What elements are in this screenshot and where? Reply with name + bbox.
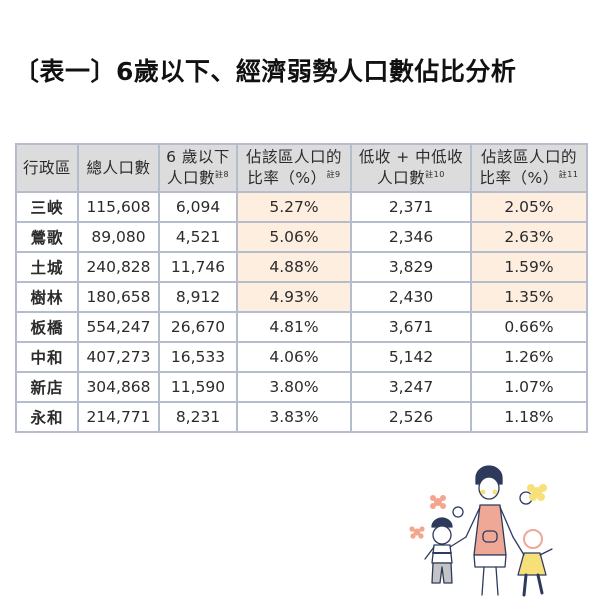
under6-population-cell: 8,912: [158, 281, 238, 313]
header-label: 總人口數: [86, 158, 151, 177]
table-row: 新店 304,868 11,590 3.80% 3,247 1.07%: [15, 371, 588, 403]
low-income-population-cell: 3,247: [350, 371, 472, 403]
header-low-income-population: 低收 + 中低收人口數註10: [350, 143, 472, 193]
header-total-population: 總人口數: [77, 143, 160, 193]
under6-ratio-cell: 3.80%: [236, 371, 352, 403]
under6-ratio-cell: 5.06%: [236, 221, 352, 253]
under6-ratio-cell: 4.06%: [236, 341, 352, 373]
low-income-ratio-cell: 1.26%: [470, 341, 588, 373]
header-label: 低收 + 中低收: [358, 148, 464, 166]
footnote-ref: 註9: [326, 170, 341, 179]
table-header-row: 行政區 總人口數 6 歲以下 人口數註8 佔該區人口的 比率（%）註9 低收 + 中…: [15, 143, 588, 193]
total-population-cell: 554,247: [77, 311, 160, 343]
under6-population-cell: 16,533: [158, 341, 238, 373]
low-income-population-cell: 3,829: [350, 251, 472, 283]
mother-with-children-icon: [409, 465, 553, 597]
total-population-cell: 240,828: [77, 251, 160, 283]
header-label: 行政區: [22, 158, 71, 177]
table-row: 中和 407,273 16,533 4.06% 5,142 1.26%: [15, 341, 588, 373]
under6-population-cell: 26,670: [158, 311, 238, 343]
under6-ratio-cell: 4.88%: [236, 251, 352, 283]
under6-population-cell: 8,231: [158, 401, 238, 433]
footnote-ref: 註8: [214, 170, 230, 179]
header-label: 佔該區人口的: [245, 148, 342, 166]
low-income-ratio-cell: 2.63%: [470, 221, 588, 253]
mother-figure: [465, 465, 514, 596]
low-income-ratio-cell: 1.59%: [470, 251, 588, 283]
header-under6-population: 6 歲以下人口數註8: [158, 143, 238, 193]
total-population-cell: 180,658: [77, 281, 160, 313]
district-cell: 板橋: [15, 311, 79, 343]
low-income-ratio-cell: 2.05%: [470, 191, 588, 223]
under6-population-cell: 4,521: [158, 221, 238, 253]
header-label: 比率（%）: [479, 169, 559, 187]
page-title: 〔表一〕6歲以下、經濟弱勢人口數佔比分析: [14, 57, 517, 86]
low-income-ratio-cell: 1.07%: [470, 371, 588, 403]
under6-ratio-cell: 4.93%: [236, 281, 352, 313]
district-cell: 鶯歌: [15, 221, 79, 253]
header-label: 佔該區人口的: [480, 148, 577, 166]
total-population-cell: 214,771: [77, 401, 160, 433]
district-cell: 中和: [15, 341, 79, 373]
district-cell: 永和: [15, 401, 79, 433]
flower-icon: [409, 495, 446, 539]
district-cell: 樹林: [15, 281, 79, 313]
header-low-income-ratio: 佔該區人口的 比率（%）註11: [470, 143, 588, 193]
low-income-ratio-cell: 0.66%: [470, 311, 588, 343]
table-row: 樹林 180,658 8,912 4.93% 2,430 1.35%: [15, 281, 588, 313]
table-row: 永和 214,771 8,231 3.83% 2,526 1.18%: [15, 401, 588, 433]
girl-figure: [512, 529, 553, 597]
low-income-population-cell: 2,526: [350, 401, 472, 433]
table-row: 土城 240,828 11,746 4.88% 3,829 1.59%: [15, 251, 588, 283]
under6-ratio-cell: 3.83%: [236, 401, 352, 433]
header-label: 人口數: [377, 169, 426, 187]
under6-population-cell: 6,094: [158, 191, 238, 223]
total-population-cell: 407,273: [77, 341, 160, 373]
header-district: 行政區: [15, 143, 79, 193]
total-population-cell: 115,608: [77, 191, 160, 223]
low-income-ratio-cell: 1.18%: [470, 401, 588, 433]
family-illustration: [400, 455, 570, 600]
low-income-population-cell: 2,371: [350, 191, 472, 223]
district-cell: 土城: [15, 251, 79, 283]
header-label: 6 歲以下: [166, 148, 230, 166]
under6-population-cell: 11,590: [158, 371, 238, 403]
table-row: 鶯歌 89,080 4,521 5.06% 2,346 2.63%: [15, 221, 588, 253]
under6-population-cell: 11,746: [158, 251, 238, 283]
header-label: 人口數: [166, 169, 215, 187]
footnote-ref: 註11: [558, 170, 579, 179]
header-under6-ratio: 佔該區人口的 比率（%）註9: [236, 143, 352, 193]
table-row: 三峽 115,608 6,094 5.27% 2,371 2.05%: [15, 191, 588, 223]
under6-ratio-cell: 4.81%: [236, 311, 352, 343]
low-income-population-cell: 2,346: [350, 221, 472, 253]
low-income-ratio-cell: 1.35%: [470, 281, 588, 313]
under6-ratio-cell: 5.27%: [236, 191, 352, 223]
district-cell: 新店: [15, 371, 79, 403]
low-income-population-cell: 3,671: [350, 311, 472, 343]
flower-yellow-icon: [527, 484, 547, 501]
total-population-cell: 304,868: [77, 371, 160, 403]
low-income-population-cell: 2,430: [350, 281, 472, 313]
low-income-population-cell: 5,142: [350, 341, 472, 373]
footnote-ref: 註10: [425, 170, 445, 179]
table-row: 板橋 554,247 26,670 4.81% 3,671 0.66%: [15, 311, 588, 343]
population-table: 行政區 總人口數 6 歲以下 人口數註8 佔該區人口的 比率（%）註9 低收 + 中…: [15, 143, 588, 433]
total-population-cell: 89,080: [77, 221, 160, 253]
district-cell: 三峽: [15, 191, 79, 223]
boy-figure: [424, 517, 467, 584]
header-label: 比率（%）: [247, 169, 327, 187]
